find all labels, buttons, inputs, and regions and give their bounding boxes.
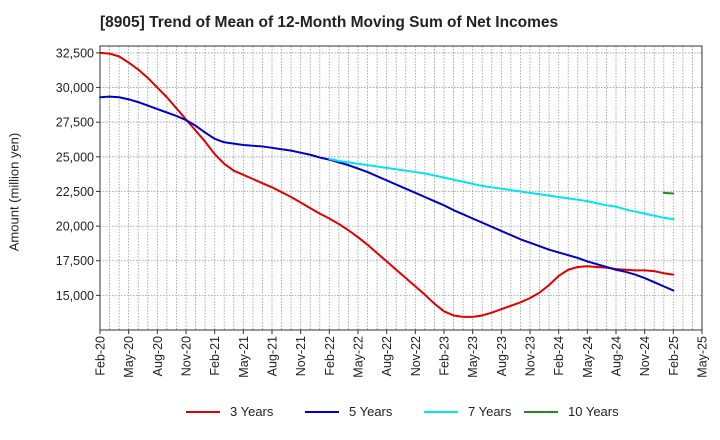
series-line-3-years bbox=[99, 51, 675, 318]
x-tick-label: Feb-21 bbox=[208, 336, 222, 376]
x-tick-label: Aug-24 bbox=[610, 336, 624, 376]
y-tick-labels: 15,000 17,500 20,000 22,500 25,000 27,500 30,0… bbox=[56, 46, 100, 303]
legend-item-7-years: 7 Years bbox=[424, 404, 511, 419]
x-tick-label: Nov-23 bbox=[524, 336, 538, 376]
x-tick-label: Feb-20 bbox=[94, 336, 108, 376]
y-tick-label: 32,500 bbox=[56, 46, 94, 60]
gridlines bbox=[99, 46, 703, 330]
legend-swatch bbox=[524, 410, 558, 413]
series-line-7-years bbox=[328, 157, 675, 221]
x-tick-label: Aug-22 bbox=[380, 336, 394, 376]
x-tick-label: Nov-20 bbox=[180, 336, 194, 376]
x-tick-label: Nov-22 bbox=[409, 336, 423, 376]
y-tick-label: 17,500 bbox=[56, 254, 94, 268]
x-tick-label: May-22 bbox=[352, 336, 366, 378]
x-tick-labels: Feb-20 May-20 Aug-20 Nov-20 Feb-21 May-21 Aug-… bbox=[94, 330, 710, 378]
legend-swatch bbox=[186, 410, 220, 413]
plot-border bbox=[99, 45, 703, 331]
x-tick-label: Aug-21 bbox=[266, 336, 280, 376]
chart-legend: 3 Years 5 Years 7 Years 10 Years bbox=[0, 404, 720, 428]
legend-swatch bbox=[305, 410, 339, 413]
x-tick-label: May-21 bbox=[237, 336, 251, 378]
legend-label: 5 Years bbox=[349, 404, 393, 419]
legend-label: 3 Years bbox=[230, 404, 274, 419]
y-tick-label: 27,500 bbox=[56, 116, 94, 130]
y-tick-label: 30,000 bbox=[56, 81, 94, 95]
legend-item-10-years: 10 Years bbox=[524, 404, 619, 419]
chart-title: [8905] Trend of Mean of 12-Month Moving … bbox=[100, 14, 559, 31]
y-tick-label: 15,000 bbox=[56, 289, 94, 303]
x-tick-label: Nov-24 bbox=[638, 336, 652, 376]
legend-item-3-years: 3 Years bbox=[186, 404, 273, 419]
x-tick-label: May-24 bbox=[581, 336, 595, 378]
series-line-10-years bbox=[662, 191, 675, 195]
x-tick-label: Feb-23 bbox=[438, 336, 452, 376]
x-tick-label: May-25 bbox=[696, 336, 710, 378]
y-tick-label: 22,500 bbox=[56, 185, 94, 199]
x-tick-label: Nov-21 bbox=[294, 336, 308, 376]
plot-frame bbox=[99, 45, 703, 331]
legend-swatch bbox=[424, 410, 458, 413]
series-line-5-years bbox=[99, 95, 675, 292]
y-tick-label: 20,000 bbox=[56, 220, 94, 234]
legend-label: 7 Years bbox=[468, 404, 512, 419]
y-tick-label: 25,000 bbox=[56, 150, 94, 164]
legend-label: 10 Years bbox=[568, 404, 619, 419]
x-tick-label: Feb-24 bbox=[552, 336, 566, 376]
x-tick-label: May-23 bbox=[466, 336, 480, 378]
legend-item-5-years: 5 Years bbox=[305, 404, 392, 419]
x-tick-label: May-20 bbox=[122, 336, 136, 378]
x-tick-label: Feb-25 bbox=[667, 336, 681, 376]
x-tick-label: Aug-20 bbox=[151, 336, 165, 376]
x-tick-label: Feb-22 bbox=[323, 336, 337, 376]
series-lines bbox=[99, 51, 675, 318]
x-tick-label: Aug-23 bbox=[495, 336, 509, 376]
